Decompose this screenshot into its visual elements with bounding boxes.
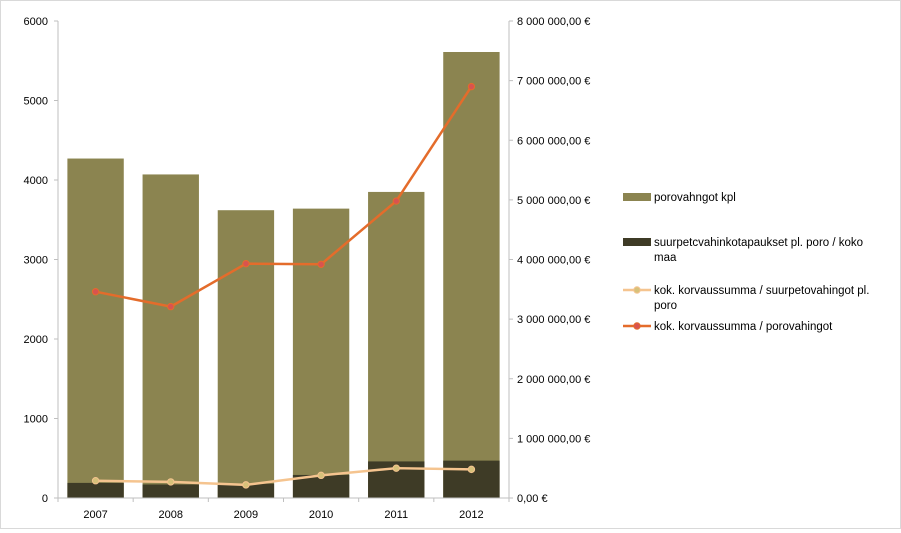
point-porovahingot-korvaus-2009 — [242, 259, 250, 268]
line-suurpeto-korvaus — [95, 466, 472, 487]
bar-porovahingot-2009 — [217, 210, 275, 498]
bar-suurpeto-2008 — [142, 484, 199, 498]
point-porovahingot-korvaus-2012 — [467, 82, 476, 91]
bar-porovahingot-2010 — [292, 208, 350, 498]
x-tick-label: 2009 — [234, 509, 258, 521]
point-porovahingot-korvaus-2008 — [167, 302, 175, 311]
left-tick-label: 2000 — [24, 334, 48, 346]
right-tick-label: 2 000 000,00 € — [517, 374, 590, 386]
legend-label: poro — [654, 300, 677, 312]
legend-swatch-marker — [633, 286, 641, 294]
legend-swatch — [623, 193, 651, 201]
legend-label: porovahngot kpl — [654, 192, 736, 204]
x-tick-label: 2011 — [384, 509, 408, 521]
point-suurpeto-korvaus-2008 — [167, 478, 175, 486]
point-suurpeto-korvaus-2012 — [467, 465, 476, 474]
x-tick-label: 2012 — [459, 509, 483, 521]
point-porovahingot-korvaus-2010 — [317, 260, 325, 268]
legend-label: kok. korvaussumma / suurpetovahingot pl. — [654, 285, 869, 297]
x-tick-label: 2008 — [159, 509, 183, 521]
line-layer — [91, 82, 476, 489]
x-tick-label: 2010 — [309, 509, 333, 521]
left-tick-label: 0 — [42, 493, 48, 505]
left-tick-label: 4000 — [24, 175, 48, 187]
point-suurpeto-korvaus-2010 — [317, 471, 325, 480]
left-tick-label: 1000 — [24, 414, 48, 426]
bar-porovahingot-2012 — [443, 52, 500, 498]
point-porovahingot-korvaus-2011 — [392, 197, 400, 205]
legend-label: suurpetcvahinkotapaukset pl. poro / koko — [654, 237, 863, 249]
legend-swatch — [623, 238, 651, 246]
bar-suurpeto-2007 — [67, 482, 124, 498]
right-tick-label: 8 000 000,00 € — [517, 16, 590, 28]
axes-layer: 0 1000 2000 3000 4000 5000 6000 0,00 € 1 000 000… — [24, 16, 591, 521]
legend-swatch-marker — [633, 322, 641, 330]
left-tick-label: 5000 — [24, 96, 48, 108]
x-tick-label: 2007 — [83, 509, 107, 521]
legend-label: kok. korvaussumma / porovahingot — [654, 321, 833, 333]
bar-layer — [67, 52, 500, 499]
right-tick-label: 0,00 € — [517, 493, 548, 505]
left-tick-label: 6000 — [24, 16, 48, 28]
right-tick-label: 5 000 000,00 € — [517, 195, 590, 207]
point-suurpeto-korvaus-2007 — [91, 477, 100, 485]
right-tick-label: 3 000 000,00 € — [517, 314, 590, 326]
bar-suurpeto-2009 — [217, 483, 275, 498]
right-tick-label: 7 000 000,00 € — [517, 76, 590, 88]
line-porovahingot-korvaus — [95, 85, 473, 308]
point-suurpeto-korvaus-2011 — [392, 464, 400, 472]
right-tick-label: 1 000 000,00 € — [517, 433, 590, 445]
bar-porovahingot-2008 — [142, 174, 199, 498]
right-tick-label: 6 000 000,00 € — [517, 135, 590, 147]
legend-label: maa — [654, 252, 677, 264]
right-tick-label: 4 000 000,00 € — [517, 255, 590, 267]
bar-suurpeto-2010 — [292, 474, 350, 498]
left-tick-label: 3000 — [24, 255, 48, 267]
point-suurpeto-korvaus-2009 — [242, 481, 250, 489]
bar-porovahingot-2011 — [368, 191, 425, 499]
legend: porovahngot kpl suurpetcvahinkotapaukset … — [623, 192, 869, 333]
point-porovahingot-korvaus-2007 — [91, 287, 100, 296]
bar-porovahingot-2007 — [67, 158, 124, 498]
